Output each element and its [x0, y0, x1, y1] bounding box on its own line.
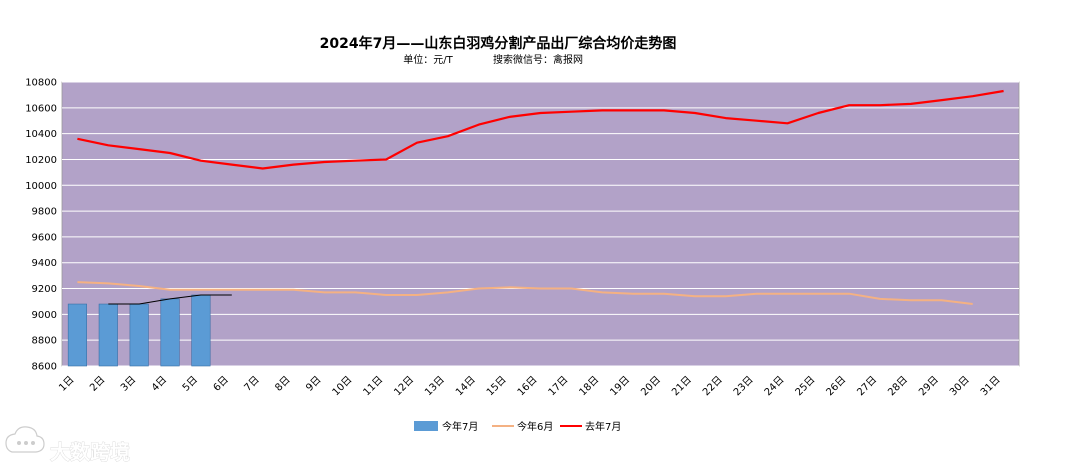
x-tick-label: 9日: [304, 374, 323, 393]
legend: 今年7月 今年6月 去年7月: [414, 420, 621, 433]
series-line: [77, 89, 1004, 170]
y-tick-label: 9400: [32, 258, 57, 269]
x-tick-label: 1日: [57, 374, 76, 393]
chart-title: 2024年7月——山东白羽鸡分割产品出厂综合均价走势图: [320, 35, 677, 52]
x-tick-label: 21日: [670, 374, 694, 398]
y-tick-label: 10000: [25, 181, 57, 192]
chart-source: 搜索微信号：禽报网: [493, 53, 583, 66]
x-tick-label: 25日: [794, 374, 818, 398]
plot-area: [61, 81, 1020, 367]
y-axis: 8600 8800 9000 9200 9400 9600 9800 10000 10200 10…: [25, 78, 57, 373]
x-tick-label: 16日: [516, 374, 540, 398]
x-tick-label: 17日: [547, 374, 571, 398]
y-tick-label: 10800: [25, 78, 57, 89]
x-tick-label: 5日: [181, 374, 200, 393]
watermark-text: 大数跨境: [50, 440, 130, 464]
cloud-chat-icon: [5, 426, 45, 453]
y-tick-label: 8600: [32, 362, 57, 373]
x-tick-label: 10日: [331, 374, 355, 398]
x-tick-label: 3日: [119, 374, 138, 393]
y-tick-label: 10600: [25, 103, 57, 114]
x-tick-label: 15日: [485, 374, 509, 398]
y-tick-label: 9800: [32, 207, 57, 218]
bar: [160, 298, 180, 367]
x-tick-label: 4日: [150, 374, 169, 393]
grid-lines: [62, 81, 1019, 367]
watermark: 大数跨境: [5, 426, 130, 464]
x-tick-label: 19日: [608, 374, 632, 398]
y-tick-label: 8800: [32, 336, 57, 347]
x-tick-label: 31日: [979, 374, 1003, 398]
x-tick-label: 11日: [361, 374, 385, 398]
x-tick-label: 27日: [855, 374, 879, 398]
x-tick-label: 8日: [273, 374, 292, 393]
y-tick-label: 9000: [32, 310, 57, 321]
x-tick-label: 13日: [423, 374, 447, 398]
x-tick-label: 29日: [917, 374, 941, 398]
x-tick-label: 14日: [454, 374, 478, 398]
trendline: [108, 294, 232, 305]
bar: [191, 294, 211, 367]
x-tick-label: 26日: [824, 374, 848, 398]
y-tick-label: 9200: [32, 284, 57, 295]
y-tick-label: 10200: [25, 155, 57, 166]
x-tick-label: 20日: [639, 374, 663, 398]
x-tick-label: 30日: [948, 374, 972, 398]
bar: [98, 303, 118, 367]
bars: [67, 294, 211, 367]
x-tick-label: 7日: [242, 374, 261, 393]
bar: [129, 303, 149, 367]
x-tick-label: 2日: [88, 374, 107, 393]
legend-label-lastyear: 去年7月: [585, 420, 621, 433]
x-tick-label: 28日: [886, 374, 910, 398]
series-line: [77, 281, 973, 305]
legend-swatch-bar: [414, 421, 438, 431]
y-tick-label: 9600: [32, 232, 57, 243]
x-tick-label: 12日: [392, 374, 416, 398]
x-tick-label: 6日: [212, 374, 231, 393]
y-tick-label: 10400: [25, 129, 57, 140]
x-tick-label: 18日: [578, 374, 602, 398]
x-tick-label: 24日: [763, 374, 787, 398]
series-lines: [77, 89, 1004, 305]
legend-label-bar: 今年7月: [442, 420, 478, 433]
x-axis: 1日 2日 3日 4日 5日 6日 7日 8日 9日 10日 11日 12日 13日 14日 15日 16日 1…: [57, 374, 1002, 398]
bar: [67, 303, 87, 367]
chart-unit: 单位：元/T: [403, 53, 453, 66]
x-tick-label: 23日: [732, 374, 756, 398]
x-tick-label: 22日: [701, 374, 725, 398]
legend-label-june: 今年6月: [517, 420, 553, 433]
